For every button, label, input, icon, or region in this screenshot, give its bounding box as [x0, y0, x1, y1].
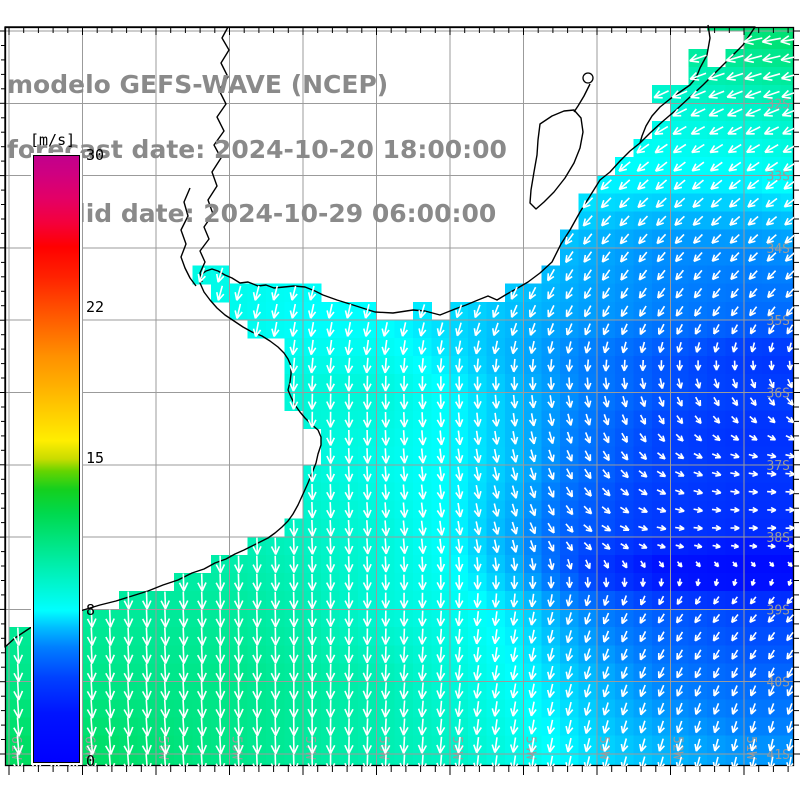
lat-tick-label: 33S	[767, 170, 790, 185]
wind-arrow-glyphs	[5, 35, 794, 766]
colorbar-tick-label: 22	[86, 297, 105, 316]
colorbar-unit-label: [m/s]	[30, 131, 76, 149]
valid-date-line: valid date: 2024-10-29 06:00:00	[44, 199, 497, 228]
coastline-path	[199, 26, 230, 283]
small-lagoon-outline	[582, 72, 594, 84]
colorbar-tick-label: 8	[86, 600, 96, 619]
lat-tick-label: 39S	[767, 603, 790, 618]
title-block: modelo GEFS-WAVE (NCEP) forecast date: 2…	[7, 31, 507, 268]
lat-tick-label: 36S	[767, 387, 790, 402]
coastlines	[4, 24, 756, 648]
coastline-path	[573, 83, 591, 113]
wind-speed-cells	[5, 27, 794, 766]
latlon-gridlines	[5, 27, 794, 766]
colorbar-tick-label: 30	[86, 146, 105, 164]
forecast-date-line: forecast date: 2024-10-20 18:00:00	[7, 134, 507, 164]
lat-tick-label: 38S	[767, 531, 790, 546]
map-frame-and-ticks	[0, 26, 800, 775]
lat-tick-label: 40S	[767, 676, 790, 691]
coastline-path	[180, 187, 197, 287]
colorbar-tick-label: 15	[86, 449, 105, 467]
lat-tick-label: 37S	[767, 459, 790, 474]
coastline-path	[639, 24, 711, 144]
coastline-path	[529, 109, 584, 210]
model-title: modelo GEFS-WAVE (NCEP)	[7, 70, 389, 99]
wind-direction-arrows	[5, 35, 794, 766]
coastline-path	[4, 26, 756, 648]
lat-tick-label: 35S	[767, 314, 790, 329]
lat-tick-label: 34S	[767, 242, 790, 257]
lat-tick-label: 32S	[767, 97, 790, 112]
colorbar-tick-label: 0	[86, 752, 96, 770]
colorbar-gradient	[33, 155, 80, 763]
